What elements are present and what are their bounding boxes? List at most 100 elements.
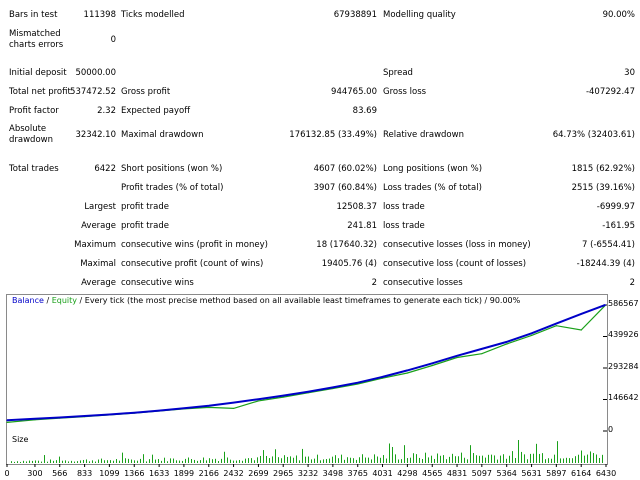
size-bar xyxy=(575,456,576,463)
size-bar xyxy=(140,458,141,463)
profit-trades-label: Profit trades (% of total) xyxy=(121,183,224,193)
size-bar xyxy=(161,460,162,463)
size-bar xyxy=(74,461,75,463)
average-profit-trade-value: 241.81 xyxy=(347,221,377,231)
size-bar xyxy=(434,458,435,463)
size-bar xyxy=(146,461,147,463)
size-bar xyxy=(464,457,465,463)
x-tick-label: 4831 xyxy=(446,469,468,478)
equity-point xyxy=(6,421,8,424)
size-bar xyxy=(497,459,498,463)
size-bar xyxy=(398,459,399,463)
size-bar xyxy=(104,460,105,463)
size-bar xyxy=(302,448,303,463)
size-bar xyxy=(467,459,468,463)
size-bar xyxy=(107,460,108,463)
short-positions-value: 4607 (60.02%) xyxy=(313,164,377,174)
size-bar xyxy=(263,450,264,463)
size-bar xyxy=(422,458,423,463)
size-bar xyxy=(332,456,333,463)
size-bar xyxy=(260,455,261,463)
size-bar xyxy=(545,459,546,463)
size-bar xyxy=(410,457,411,463)
size-bar xyxy=(218,461,219,463)
total-trades-label: Total trades xyxy=(9,164,59,174)
size-bar xyxy=(83,459,84,463)
size-bar xyxy=(254,460,255,463)
size-bar xyxy=(245,458,246,463)
gross-profit-label: Gross profit xyxy=(121,87,171,97)
size-bar xyxy=(512,451,513,463)
x-tick-label: 833 xyxy=(76,469,93,478)
size-bar xyxy=(71,460,72,463)
maximal-label: Maximal xyxy=(80,259,116,269)
legend-separator: / xyxy=(43,296,52,305)
size-bar xyxy=(14,461,15,463)
long-positions-label: Long positions (won %) xyxy=(383,164,483,174)
size-bar xyxy=(395,454,396,463)
largest-profit-trade-label: profit trade xyxy=(121,202,169,212)
size-bar xyxy=(602,454,603,463)
loss-trades-label: Loss trades (% of total) xyxy=(383,183,482,193)
size-bar xyxy=(530,453,531,463)
size-bar xyxy=(119,460,120,463)
long-positions-value: 1815 (62.92%) xyxy=(571,164,635,174)
x-tick-label: 3498 xyxy=(322,469,344,478)
size-bar xyxy=(539,453,540,463)
x-tick-label: 1099 xyxy=(99,469,120,478)
size-bar xyxy=(32,460,33,463)
average-loss-trade-value: -161.95 xyxy=(602,221,635,231)
size-bar xyxy=(293,457,294,463)
x-tick-label: 6164 xyxy=(571,469,592,478)
size-bar xyxy=(227,457,228,463)
size-bar xyxy=(338,458,339,463)
x-tick-label: 4298 xyxy=(397,469,418,478)
equity-point xyxy=(431,364,433,367)
size-bar xyxy=(236,460,237,463)
balance-point xyxy=(183,407,185,409)
size-bar xyxy=(341,454,342,463)
max-cons-wins-label: consecutive wins (profit in money) xyxy=(121,240,268,250)
max-cons-wins-value: 18 (17640.32) xyxy=(316,240,377,250)
size-bar xyxy=(299,460,300,463)
size-bar xyxy=(197,460,198,463)
balance-point xyxy=(59,416,61,419)
size-bar xyxy=(176,460,177,463)
size-bar xyxy=(287,456,288,463)
size-bar xyxy=(569,458,570,463)
size-bar xyxy=(65,460,66,463)
equity-point xyxy=(406,372,408,374)
size-bar xyxy=(371,459,372,463)
equity-point xyxy=(555,325,557,327)
size-bar xyxy=(158,459,159,463)
size-chart xyxy=(6,433,608,465)
size-bar xyxy=(443,455,444,463)
x-tick-label: 1899 xyxy=(173,469,195,478)
legend-balance: Balance xyxy=(12,296,44,305)
balance-line xyxy=(6,303,606,422)
chart-legend: Balance / Equity / Every tick (the most … xyxy=(12,296,520,305)
size-bar xyxy=(425,452,426,463)
balance-point xyxy=(506,341,508,343)
balance-point xyxy=(208,405,210,407)
size-bar xyxy=(80,460,81,463)
x-tick-label: 5897 xyxy=(546,469,567,478)
expected-payoff-value: 83.69 xyxy=(352,106,377,116)
size-bar xyxy=(134,460,135,463)
size-bar xyxy=(164,457,165,463)
avg-cons-wins-label: consecutive wins xyxy=(121,278,194,288)
size-bar xyxy=(128,458,129,463)
short-positions-label: Short positions (won %) xyxy=(121,164,223,174)
size-bar xyxy=(593,453,594,463)
size-bar xyxy=(590,451,591,463)
modelling-quality-value: 90.00% xyxy=(602,10,635,20)
x-tick-label: 2699 xyxy=(248,469,269,478)
x-tick-label: 4031 xyxy=(372,469,393,478)
size-bar xyxy=(479,455,480,463)
size-bar xyxy=(173,458,174,463)
balance-point xyxy=(481,348,483,350)
size-bar xyxy=(167,461,168,463)
size-bar xyxy=(542,453,543,463)
maximal-cons-profit-value: 19405.76 (4) xyxy=(321,259,377,269)
size-bar xyxy=(455,456,456,463)
